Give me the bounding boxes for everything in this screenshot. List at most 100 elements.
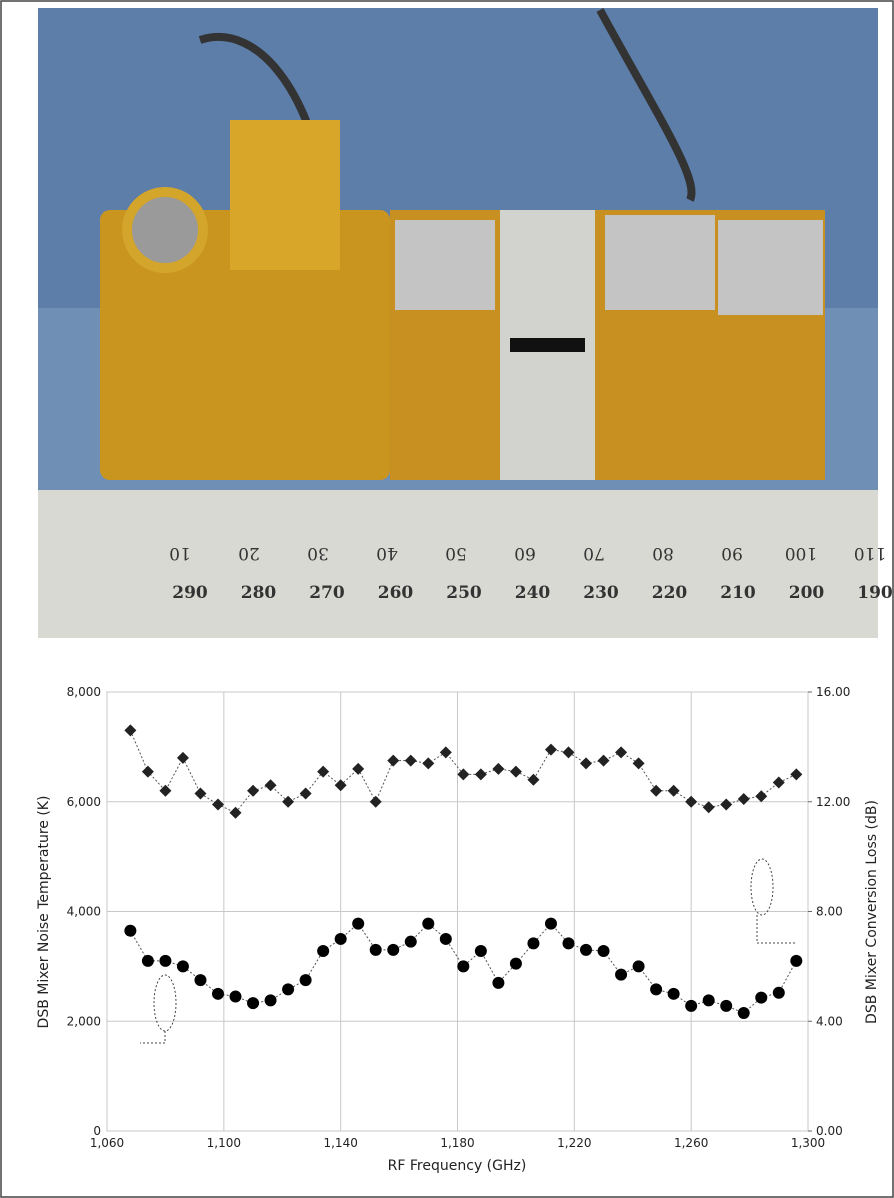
ruler-label: 280 xyxy=(241,583,277,603)
ruler xyxy=(38,490,878,638)
circle-marker xyxy=(597,945,610,958)
diamond-marker xyxy=(509,765,522,778)
ruler-label: 70 xyxy=(583,543,605,563)
plot: 1,060 1,100 1,140 1,180 1,220 1,260 1,300 0 2,00… xyxy=(67,685,851,1150)
diamond-marker xyxy=(615,746,628,759)
ruler-label: 90 xyxy=(721,543,743,563)
diamond-marker xyxy=(737,793,750,806)
diamond-marker xyxy=(387,754,400,767)
diamond-marker xyxy=(124,724,137,737)
circle-marker xyxy=(667,987,680,1000)
metal-plate xyxy=(395,220,495,310)
circle-marker xyxy=(317,945,330,958)
circle-marker xyxy=(737,1007,750,1020)
circle-marker xyxy=(615,968,628,981)
circle-marker xyxy=(650,983,663,996)
series-callout xyxy=(750,858,774,916)
ruler-label: 240 xyxy=(515,583,551,603)
circle-marker xyxy=(387,943,400,956)
circle-marker xyxy=(247,997,260,1010)
circle-marker xyxy=(334,932,347,945)
arrow-label xyxy=(510,338,585,352)
x-tick-label: 1,100 xyxy=(207,1136,241,1150)
circle-marker xyxy=(141,954,154,967)
ruler-label: 210 xyxy=(720,583,756,603)
diamond-marker xyxy=(667,784,680,797)
y2-tick-label: 16.00 xyxy=(816,685,850,699)
ruler-bottom-labels: 290 280 270 260 250 240 230 220 210 200 190 xyxy=(172,583,893,603)
y2-axis-title: DSB Mixer Conversion Loss (dB) xyxy=(864,800,880,1024)
series-line xyxy=(129,922,797,1014)
x-tick-label: 1,260 xyxy=(674,1136,708,1150)
diamond-marker xyxy=(702,801,715,814)
diamond-marker xyxy=(632,757,645,770)
gold-block xyxy=(100,210,390,480)
circle-marker xyxy=(474,945,487,958)
ruler-label: 20 xyxy=(238,543,260,563)
ruler-label: 290 xyxy=(172,583,208,603)
ruler-label: 50 xyxy=(445,543,467,563)
series-line xyxy=(129,730,797,814)
circle-marker xyxy=(702,994,715,1007)
diamond-marker xyxy=(334,779,347,792)
circle-marker xyxy=(562,937,575,950)
diamond-marker xyxy=(439,746,452,759)
y2-tick-label: 8.00 xyxy=(816,905,843,919)
ruler-label: 80 xyxy=(652,543,674,563)
diamond-marker xyxy=(247,784,260,797)
circle-marker xyxy=(755,991,768,1004)
ruler-label: 60 xyxy=(514,543,536,563)
diamond-marker xyxy=(141,765,154,778)
x-tick-label: 1,220 xyxy=(557,1136,591,1150)
ruler-label: 260 xyxy=(378,583,414,603)
diamond-marker xyxy=(772,776,785,789)
diamond-marker xyxy=(404,754,417,767)
ruler-label: 270 xyxy=(309,583,345,603)
ruler-label: 250 xyxy=(446,583,482,603)
metal-plate xyxy=(605,215,715,310)
ruler-label: 190 xyxy=(857,583,893,603)
diamond-marker xyxy=(317,765,330,778)
ruler-label: 100 xyxy=(785,543,817,563)
diamond-marker xyxy=(211,798,224,811)
diamond-marker xyxy=(474,768,487,781)
diamond-marker xyxy=(492,762,505,775)
ruler-label: 30 xyxy=(307,543,329,563)
y-tick-label: 2,000 xyxy=(67,1014,101,1028)
y2-tick-label: 0.00 xyxy=(816,1124,843,1138)
circle-marker xyxy=(492,976,505,989)
circle-marker xyxy=(685,999,698,1012)
diamond-marker xyxy=(527,773,540,786)
circle-marker xyxy=(527,937,540,950)
circle-marker xyxy=(509,957,522,970)
ruler-top-labels: 10 20 30 40 50 60 70 80 90 100 110 xyxy=(169,543,886,563)
x-axis-title: RF Frequency (GHz) xyxy=(388,1158,527,1174)
y-axis-title: DSB Mixer Noise Temperature (K) xyxy=(36,796,52,1029)
callout-arrow xyxy=(140,1031,166,1044)
x-tick-label: 1,300 xyxy=(791,1136,825,1150)
ruler-label: 230 xyxy=(583,583,619,603)
circle-marker xyxy=(194,974,207,987)
ruler-label: 40 xyxy=(376,543,398,563)
diamond-marker xyxy=(352,762,365,775)
circle-marker xyxy=(439,932,452,945)
diamond-marker xyxy=(282,795,295,808)
diamond-marker xyxy=(176,751,189,764)
diamond-marker xyxy=(299,787,312,800)
callout-arrow xyxy=(756,915,795,944)
circle-marker xyxy=(632,960,645,973)
circle-marker xyxy=(369,943,382,956)
diamond-marker xyxy=(720,798,733,811)
circle-marker xyxy=(772,986,785,999)
circle-marker xyxy=(457,960,470,973)
photo: 10 20 30 40 50 60 70 80 90 100 110 290 280 270 260 250… xyxy=(38,8,893,638)
circle-marker xyxy=(422,917,435,930)
circle-marker xyxy=(580,943,593,956)
diamond-marker xyxy=(685,795,698,808)
circle-marker xyxy=(352,917,365,930)
diamond-marker xyxy=(544,743,557,756)
connector xyxy=(122,187,208,273)
ruler-label: 220 xyxy=(652,583,688,603)
diamond-marker xyxy=(755,790,768,803)
x-tick-label: 1,180 xyxy=(440,1136,474,1150)
